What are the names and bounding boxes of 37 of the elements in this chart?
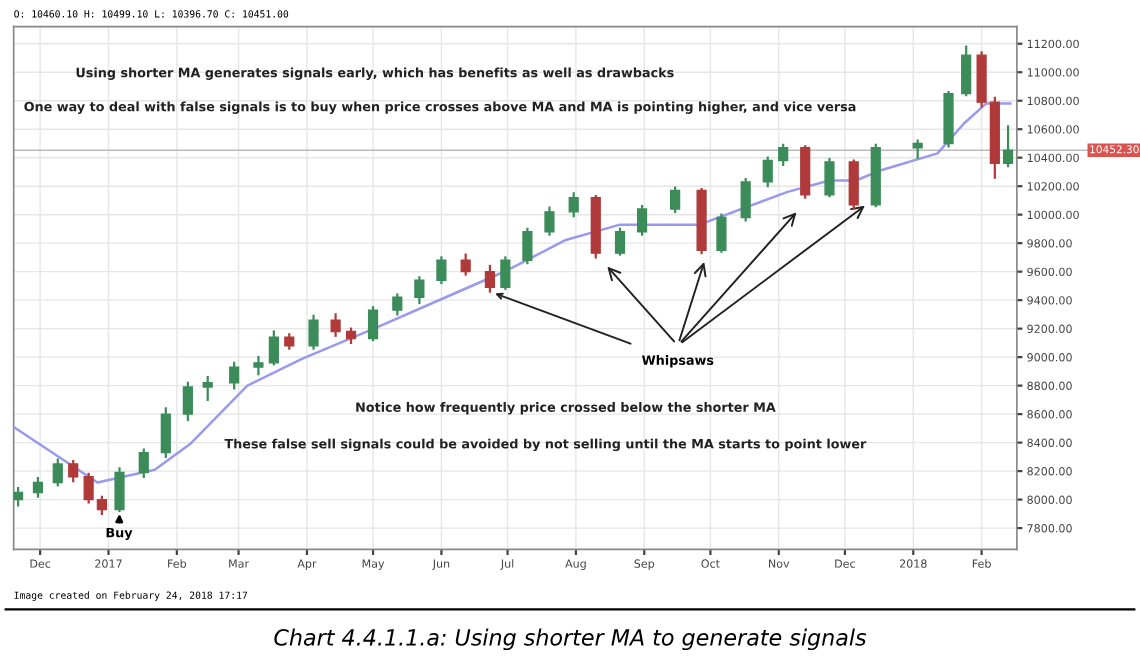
candlestick [182, 381, 193, 421]
candlestick [114, 467, 125, 513]
candlestick [670, 186, 681, 213]
candlestick [614, 227, 626, 256]
candlestick [414, 276, 425, 305]
line-series [13, 102, 1012, 484]
candlestick [330, 313, 341, 337]
candlestick [522, 227, 533, 265]
candlestick [500, 256, 511, 290]
candlestick [392, 293, 403, 316]
candlestick [268, 330, 279, 366]
candlestick [716, 213, 727, 253]
candlestick [961, 45, 972, 97]
candlestick [848, 159, 859, 211]
candlestick [484, 264, 496, 293]
candlestick [568, 192, 579, 218]
candlestick [544, 206, 555, 236]
candlestick [229, 361, 240, 390]
candlestick [1002, 125, 1014, 168]
candlestick [762, 156, 773, 188]
candlestick [740, 177, 751, 222]
text: Chart 4.4.1.1.a: Using shorter MA to generate signals [274, 628, 867, 651]
candlestick [253, 356, 264, 376]
candlestick [32, 477, 44, 498]
candlestick [68, 460, 79, 483]
candlestick [778, 143, 789, 166]
candlestick [436, 256, 447, 285]
candlestick [460, 253, 471, 276]
candlestick [800, 145, 811, 199]
candlestick [138, 448, 149, 478]
candlestick [824, 158, 835, 198]
candlestick [308, 314, 319, 350]
candlestick [636, 205, 648, 236]
candlestick [367, 306, 379, 342]
candlestick [160, 407, 171, 458]
candlestick [52, 458, 63, 487]
candlestick [202, 375, 213, 401]
